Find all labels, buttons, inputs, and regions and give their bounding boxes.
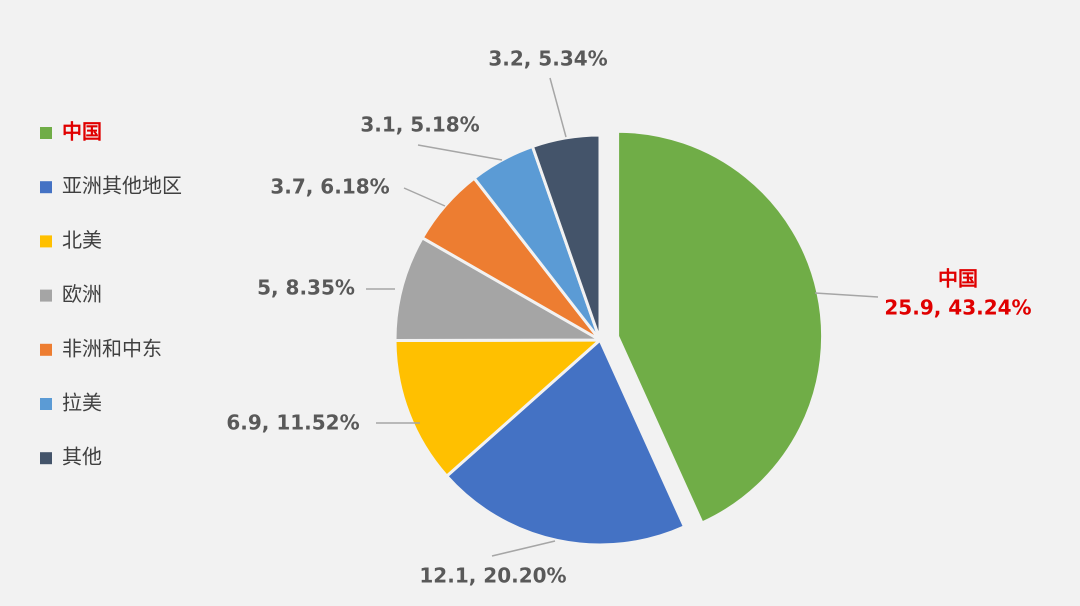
leader-line <box>549 77 567 138</box>
legend-label: 欧洲 <box>62 282 102 306</box>
legend-swatch <box>40 343 52 356</box>
legend-label: 北美 <box>62 228 102 252</box>
leader-line <box>417 144 503 161</box>
legend-label: 亚洲其他地区 <box>62 174 182 198</box>
legend-swatch <box>40 452 52 465</box>
pie-slice <box>530 133 602 341</box>
pie-slice <box>393 338 604 479</box>
data-label: 12.1, 20.20% <box>419 564 566 588</box>
data-label: 3.7, 6.18% <box>270 175 389 199</box>
legend-swatch <box>40 127 52 139</box>
legend-label: 拉美 <box>62 391 102 415</box>
legend-label: 非洲和中东 <box>62 336 162 360</box>
data-label: 25.9, 43.24% <box>884 296 1031 320</box>
data-label: 3.2, 5.34% <box>488 47 607 71</box>
legend-swatch <box>40 289 52 302</box>
data-label-category: 中国 <box>938 267 978 291</box>
legend-swatch <box>40 398 52 410</box>
legend-swatch <box>40 181 52 194</box>
leader-line <box>814 292 879 298</box>
leader-line <box>491 540 556 557</box>
data-label: 6.9, 11.52% <box>226 411 359 435</box>
data-label: 3.1, 5.18% <box>360 113 479 137</box>
legend-label: 其他 <box>62 445 102 469</box>
legend-label: 中国 <box>62 120 102 144</box>
pie-slice <box>444 337 687 547</box>
data-label: 5, 8.35% <box>257 276 355 300</box>
leader-line <box>403 187 446 207</box>
legend-swatch <box>40 235 52 248</box>
pie-slice <box>393 235 606 343</box>
